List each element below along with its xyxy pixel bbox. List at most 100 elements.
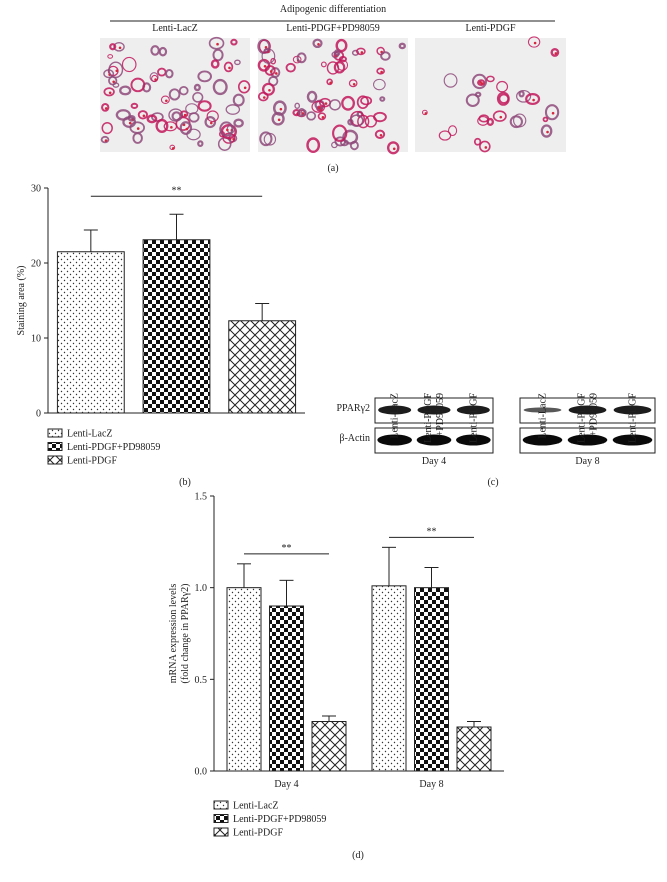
lipid-droplet xyxy=(216,42,219,46)
legend-swatch xyxy=(213,827,229,837)
cell xyxy=(206,110,219,123)
cell xyxy=(261,82,275,96)
cell xyxy=(197,100,212,112)
lipid-droplet xyxy=(262,96,266,99)
cell xyxy=(197,140,204,147)
cell xyxy=(380,51,391,61)
caption: (d) xyxy=(352,850,364,861)
lipid-droplet xyxy=(277,118,281,122)
cell xyxy=(335,38,348,53)
cell xyxy=(171,111,182,122)
lipid-droplet xyxy=(165,99,168,103)
y-tick-label: 10 xyxy=(31,334,41,345)
blot-band xyxy=(612,434,653,446)
bar xyxy=(142,239,211,414)
micrograph-label: Lenti-PDGF xyxy=(466,23,516,34)
cell xyxy=(185,103,199,115)
bar xyxy=(414,587,449,772)
lipid-droplet xyxy=(104,107,108,110)
cell xyxy=(107,54,114,59)
cell xyxy=(155,118,169,133)
day-label: Day 8 xyxy=(575,456,599,467)
cell xyxy=(471,73,488,90)
micrographs xyxy=(100,36,566,155)
lipid-droplet xyxy=(269,70,273,73)
cell xyxy=(232,93,245,107)
lipid-droplet xyxy=(112,80,115,84)
lipid-droplet xyxy=(379,133,383,137)
micrograph-label: Lenti-PDGF+PD98059 xyxy=(286,23,379,34)
cell xyxy=(193,83,201,92)
caption: (c) xyxy=(487,477,498,488)
cell xyxy=(311,100,326,113)
cell xyxy=(356,95,369,110)
cell xyxy=(122,116,137,128)
cell xyxy=(356,47,366,56)
cell xyxy=(121,56,137,73)
cell xyxy=(259,131,273,147)
y-tick-label: 30 xyxy=(31,184,41,195)
error-bar xyxy=(467,721,481,727)
cell xyxy=(550,47,560,57)
lipid-droplet xyxy=(321,115,325,119)
lipid-droplet xyxy=(115,69,119,73)
cell xyxy=(212,78,228,96)
legend-label: Lenti-LacZ xyxy=(233,801,279,812)
cell xyxy=(306,111,317,121)
lane-label: +PD98059 xyxy=(435,393,446,436)
row-label: β-Actin xyxy=(339,433,370,444)
cell xyxy=(163,121,178,132)
lipid-droplet xyxy=(484,146,488,149)
cell xyxy=(259,39,271,54)
cell xyxy=(364,115,378,128)
lipid-droplet xyxy=(118,46,122,50)
cell xyxy=(119,85,132,96)
cell xyxy=(168,88,181,101)
blot-band xyxy=(456,405,490,415)
cell xyxy=(112,82,120,88)
cell xyxy=(150,45,160,56)
bar xyxy=(269,605,304,772)
cell xyxy=(486,75,495,83)
lipid-droplet xyxy=(264,46,268,49)
cell xyxy=(374,129,386,139)
row-label: PPARγ2 xyxy=(336,403,370,414)
cell xyxy=(230,38,238,46)
lipid-droplet xyxy=(380,70,383,74)
cell xyxy=(225,104,241,115)
x-tick-label: Day 4 xyxy=(274,779,298,790)
blot-band xyxy=(417,405,451,415)
significance-label: ** xyxy=(427,526,437,537)
lane-label: +PD98059 xyxy=(589,393,600,436)
cell xyxy=(285,62,296,73)
cell xyxy=(210,59,220,69)
y-tick-label: 20 xyxy=(31,259,41,270)
lipid-droplet xyxy=(104,139,108,142)
cell xyxy=(130,77,146,93)
error-bar xyxy=(424,567,439,588)
cell xyxy=(261,48,276,64)
significance-label: ** xyxy=(172,185,182,196)
cell xyxy=(100,135,110,144)
cell xyxy=(160,95,170,105)
cell xyxy=(300,109,307,116)
cell xyxy=(263,132,277,146)
lipid-droplet xyxy=(275,72,278,75)
bar xyxy=(228,320,297,414)
legend-swatch xyxy=(213,800,229,810)
cell xyxy=(509,115,524,129)
cell xyxy=(518,90,525,98)
lipid-droplet xyxy=(532,98,535,102)
cell xyxy=(233,118,244,128)
cell xyxy=(333,49,341,57)
lipid-droplet xyxy=(352,82,356,86)
y-tick-label: 1.0 xyxy=(195,583,208,594)
bar xyxy=(311,721,347,772)
cell xyxy=(312,38,323,49)
lipid-droplet xyxy=(317,43,320,46)
cell xyxy=(386,141,400,155)
blot-band xyxy=(456,434,491,446)
lipid-droplet xyxy=(546,130,549,134)
lipid-droplet xyxy=(185,127,189,131)
